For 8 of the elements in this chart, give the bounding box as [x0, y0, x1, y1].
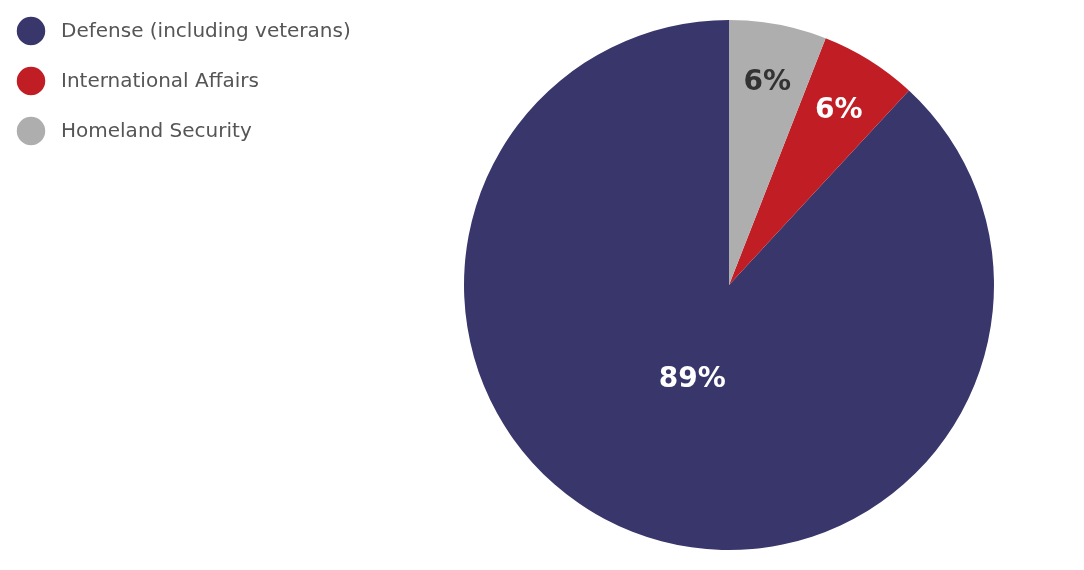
data-label: 89%: [658, 360, 726, 394]
data-label: 6%: [815, 91, 863, 125]
pie-slice: [464, 20, 994, 550]
legend-label: International Affairs: [61, 68, 259, 92]
legend-label: Homeland Security: [61, 118, 252, 142]
pie-slice: [729, 38, 909, 285]
legend-label: Defense (including veterans): [61, 18, 351, 42]
data-label: 6%: [743, 63, 792, 97]
